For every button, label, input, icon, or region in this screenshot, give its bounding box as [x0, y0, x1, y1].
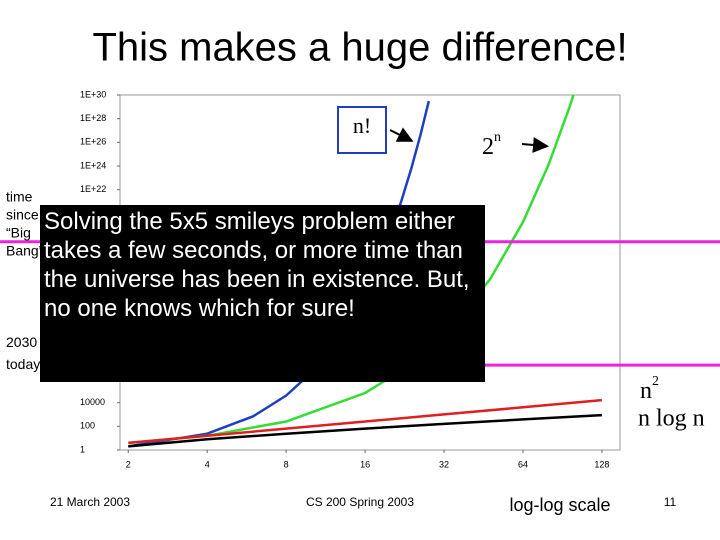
y-tick-label: 1E+26 — [80, 137, 106, 147]
y-tick-label: 100 — [80, 421, 95, 431]
series-label-base: n — [640, 378, 652, 404]
series-label-sup: n — [494, 130, 501, 145]
label-box — [337, 106, 387, 154]
series-label: n log n — [638, 406, 705, 432]
series-label-sup: 2 — [652, 374, 659, 389]
reference-label: time — [6, 188, 33, 204]
y-tick-label: 1E+30 — [80, 89, 106, 99]
x-tick-label: 32 — [439, 459, 449, 469]
callout-box — [40, 205, 485, 382]
series-label: n2 — [640, 374, 659, 403]
x-tick-label: 128 — [594, 459, 609, 469]
reference-label: since — [6, 206, 39, 222]
x-tick-label: 16 — [360, 459, 370, 469]
page-number: 11 — [664, 495, 677, 509]
slide-title: This makes a huge difference! — [92, 26, 627, 70]
reference-label: Bang” — [6, 242, 44, 258]
series-line — [128, 413, 602, 448]
callout-text: Solving the 5x5 smileys problem either t… — [44, 208, 470, 322]
y-tick-label: 1E+28 — [80, 113, 106, 123]
x-tick-label: 8 — [284, 459, 289, 469]
y-tick-label: 1E+22 — [80, 184, 106, 194]
reference-label: 2030 — [6, 334, 37, 350]
reference-label: today — [6, 356, 40, 372]
series-label-base: 2 — [482, 134, 494, 160]
series-line — [128, 398, 603, 445]
x-tick-label: 64 — [518, 459, 528, 469]
footer-note: log-log scale — [509, 495, 610, 515]
arrow — [521, 136, 549, 153]
y-tick-label: 1E+24 — [80, 160, 106, 170]
arrow — [389, 127, 414, 142]
y-tick-label: 1 — [80, 444, 85, 454]
series-label: n! — [353, 113, 371, 138]
callout: Solving the 5x5 smileys problem either t… — [44, 208, 470, 322]
y-tick-label: 10000 — [80, 397, 105, 407]
footer-date: 21 March 2003 — [50, 495, 130, 509]
series-label: 2n — [482, 130, 501, 159]
x-tick-label: 4 — [205, 459, 210, 469]
reference-label: “Big — [6, 224, 31, 240]
x-tick-label: 2 — [126, 459, 131, 469]
footer-course: CS 200 Spring 2003 — [306, 495, 414, 509]
